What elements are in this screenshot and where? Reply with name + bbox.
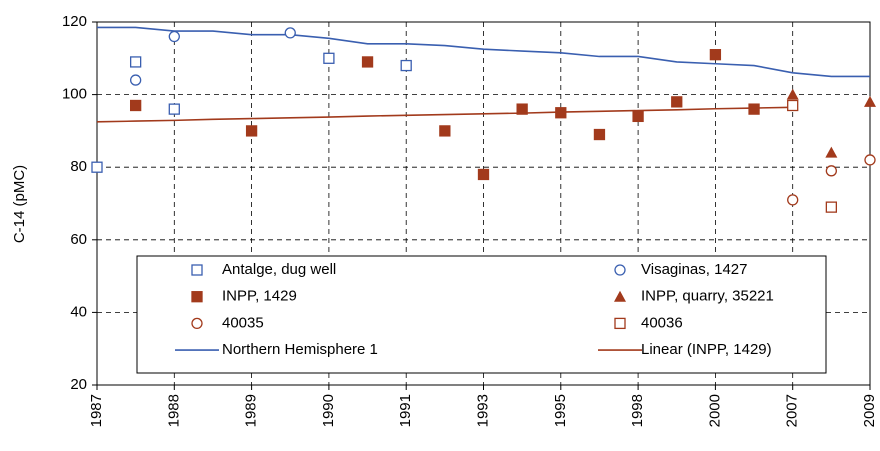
marker	[439, 125, 451, 137]
marker	[632, 110, 644, 123]
marker	[786, 88, 799, 100]
marker	[284, 27, 296, 39]
x-tick-label: 1989	[243, 394, 260, 427]
marker	[671, 96, 683, 108]
y-axis-label: C-14 (pMC)	[11, 165, 28, 243]
marker	[825, 146, 838, 158]
marker	[748, 103, 760, 115]
legend-label: Northern Hemisphere 1	[222, 341, 378, 358]
marker	[323, 52, 335, 64]
legend-label: INPP, quarry, 35221	[641, 288, 774, 305]
series-line	[96, 106, 793, 123]
y-tick-label: 20	[70, 376, 87, 393]
marker	[516, 103, 528, 115]
x-tick-label: 1995	[552, 394, 569, 427]
x-tick-label: 1998	[629, 394, 646, 427]
marker	[129, 56, 142, 68]
marker	[787, 99, 799, 112]
marker	[614, 317, 626, 330]
marker	[168, 30, 180, 43]
y-tick-label: 60	[70, 231, 87, 248]
marker	[593, 128, 606, 141]
marker	[555, 107, 567, 119]
marker	[191, 291, 203, 303]
marker	[864, 95, 876, 107]
legend-label: Linear (INPP, 1429)	[641, 341, 772, 358]
x-tick-label: 1988	[165, 394, 182, 427]
x-tick-label: 2007	[784, 394, 801, 427]
marker	[614, 290, 626, 302]
x-tick-label: 1993	[474, 394, 491, 427]
legend-label: INPP, 1429	[222, 288, 297, 305]
marker	[614, 264, 626, 276]
marker	[129, 74, 142, 86]
y-tick-label: 40	[70, 303, 87, 320]
y-tick-label: 80	[70, 158, 87, 175]
marker	[91, 161, 103, 173]
marker	[787, 194, 799, 206]
marker	[477, 168, 490, 181]
marker	[825, 165, 837, 177]
marker	[191, 264, 203, 276]
legend-label: Visaginas, 1427	[641, 261, 747, 278]
y-tick-label: 100	[62, 86, 87, 103]
legend-label: Antalge, dug well	[222, 261, 336, 278]
marker	[361, 56, 374, 68]
marker	[864, 154, 876, 166]
marker	[825, 201, 837, 213]
marker	[129, 99, 142, 112]
x-tick-label: 1990	[320, 394, 337, 427]
y-tick-label: 120	[62, 13, 87, 30]
x-tick-label: 2009	[861, 394, 878, 427]
x-tick-label: 2000	[706, 394, 723, 427]
plot-frame	[96, 21, 871, 386]
legend: Antalge, dug well Visaginas, 1427 INPP, 14…	[136, 255, 827, 374]
series-line	[97, 26, 870, 78]
marker	[191, 317, 203, 330]
x-tick-label: 1991	[397, 394, 414, 427]
legend-label: 40035	[222, 314, 264, 331]
legend-box	[136, 255, 827, 374]
x-tick-label: 1987	[88, 394, 105, 427]
marker	[168, 103, 180, 115]
marker	[245, 125, 258, 137]
legend-label: 40036	[641, 314, 683, 331]
marker	[709, 49, 722, 61]
marker	[400, 59, 412, 72]
